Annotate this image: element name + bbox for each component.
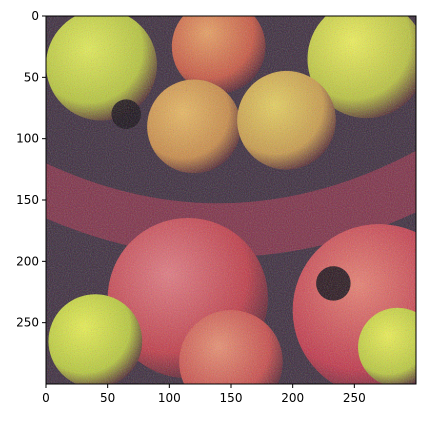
y-tick-label: 0: [31, 9, 39, 23]
image-layer: [46, 16, 416, 384]
x-tick-label: 50: [100, 391, 115, 405]
x-tick-label: 250: [343, 391, 366, 405]
x-tick-label: 150: [220, 391, 243, 405]
x-axis-ticks: 0 50 100 150 200 250: [42, 384, 366, 405]
y-tick-label: 50: [24, 70, 39, 84]
y-tick-label: 150: [16, 193, 39, 207]
y-tick-label: 250: [16, 316, 39, 330]
y-axis-ticks: 0 50 100 150 200 250: [16, 9, 46, 330]
y-tick-label: 200: [16, 254, 39, 268]
x-tick-label: 0: [42, 391, 50, 405]
x-tick-label: 100: [158, 391, 181, 405]
x-tick-label: 200: [281, 391, 304, 405]
noise-overlay: [46, 16, 416, 384]
y-tick-label: 100: [16, 132, 39, 146]
